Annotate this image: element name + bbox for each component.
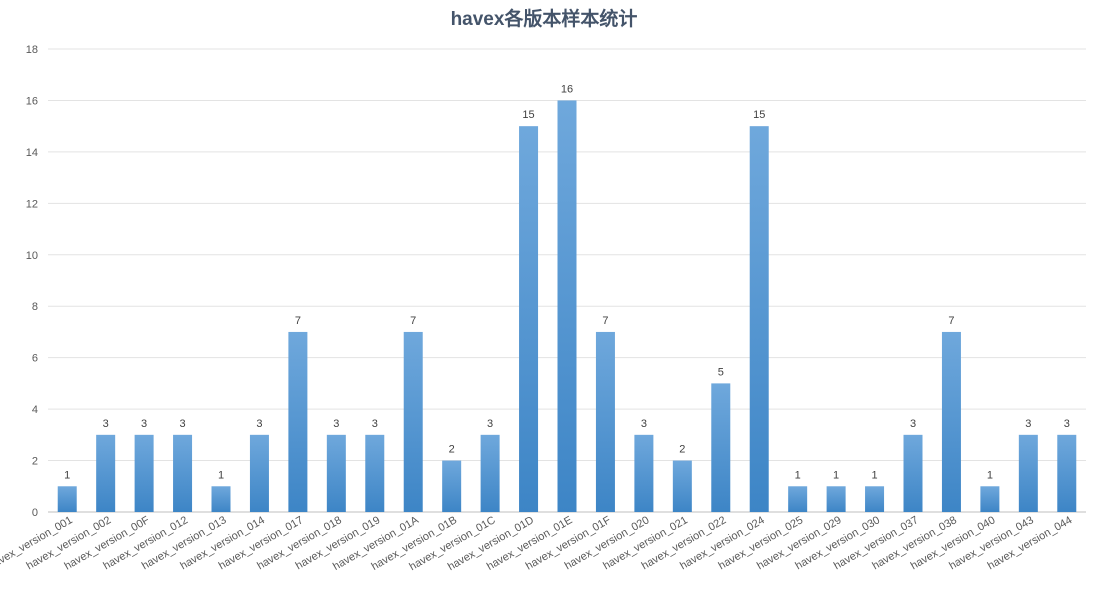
bar-havex_version_013 [211,486,231,512]
bar-havex_version_01A [403,331,423,512]
bar-havex_version_01B [442,460,462,512]
chart-title: havex各版本样本统计 [451,7,638,30]
x-axis: havex_version_001havex_version_002havex_… [0,514,1074,573]
bar-havex_version_043 [1018,434,1038,512]
bar-havex_version_012 [173,434,193,512]
data-label: 1 [833,469,839,481]
data-label: 2 [679,444,685,456]
bar-havex_version_040 [980,486,1000,512]
bar-havex_version_038 [941,331,961,512]
bar-havex_version_021 [672,460,692,512]
y-tick-label: 14 [26,147,38,159]
data-label: 2 [449,444,455,456]
data-label: 3 [141,418,147,430]
y-tick-label: 0 [32,507,38,519]
data-label: 3 [487,418,493,430]
data-label: 7 [948,315,954,327]
bar-havex_version_020 [634,434,654,512]
data-label: 3 [103,418,109,430]
bar-havex_version_017 [288,331,308,512]
data-label: 3 [256,418,262,430]
data-label: 3 [179,418,185,430]
y-tick-label: 16 [26,95,38,107]
data-label: 16 [561,83,573,95]
bar-havex_version_025 [788,486,808,512]
data-label: 1 [64,469,70,481]
bar-havex_version_019 [365,434,385,512]
bar-havex_version_037 [903,434,923,512]
data-label: 5 [718,366,724,378]
bar-havex_version_01E [557,100,577,512]
data-label: 3 [910,418,916,430]
bar-havex_version_030 [865,486,885,512]
bar-havex_version_01D [519,126,539,513]
bar-havex_version_022 [711,383,731,512]
y-axis: 0 2 4 6 8 10 12 14 16 18 [26,44,38,519]
data-label: 7 [410,315,416,327]
data-label: 3 [372,418,378,430]
bar-havex_version_002 [96,434,116,512]
bar-havex_version_014 [249,434,269,512]
data-label: 3 [641,418,647,430]
data-label: 15 [522,109,534,121]
y-tick-label: 4 [32,404,38,416]
bar-havex_version_001 [57,486,77,512]
bar-havex_version_024 [749,126,769,513]
bar-havex_version_01C [480,434,500,512]
data-label: 15 [753,109,765,121]
bar-havex_version_044 [1057,434,1077,512]
bar-havex_version_029 [826,486,846,512]
data-label: 1 [218,469,224,481]
y-tick-label: 6 [32,353,38,365]
bar-havex_version_01F [595,331,615,512]
bars [57,100,1077,513]
y-tick-label: 10 [26,250,38,262]
y-tick-label: 8 [32,301,38,313]
data-label: 3 [1025,418,1031,430]
bar-havex_version_00F [134,434,154,512]
data-label: 1 [795,469,801,481]
y-tick-label: 18 [26,44,38,56]
y-tick-label: 2 [32,456,38,468]
y-tick-label: 12 [26,198,38,210]
data-label: 3 [333,418,339,430]
data-label: 7 [602,315,608,327]
data-label: 1 [871,469,877,481]
bar-havex_version_018 [326,434,346,512]
data-label: 3 [1064,418,1070,430]
data-label: 1 [987,469,993,481]
data-label: 7 [295,315,301,327]
